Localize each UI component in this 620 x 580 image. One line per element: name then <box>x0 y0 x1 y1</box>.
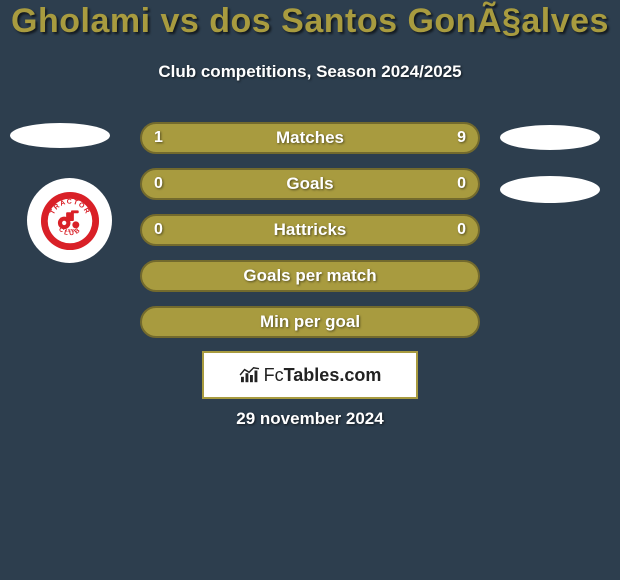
fctables-prefix: Fc <box>264 365 284 385</box>
fctables-chart-icon <box>239 366 261 384</box>
page-title: Gholami vs dos Santos GonÃ§alves <box>0 2 620 41</box>
subtitle: Club competitions, Season 2024/2025 <box>0 62 620 82</box>
stat-label: Goals <box>142 174 478 194</box>
stat-right-value: 0 <box>457 175 466 193</box>
stat-label: Matches <box>142 128 478 148</box>
fctables-text: FcTables.com <box>264 365 382 386</box>
stat-row: 1Matches9 <box>140 122 480 154</box>
stat-right-value: 9 <box>457 129 466 147</box>
club-left-badge: TRACTOR CLUB 1970 <box>27 178 112 263</box>
stat-row: 0Hattricks0 <box>140 214 480 246</box>
stat-label: Goals per match <box>142 266 478 286</box>
stat-label: Hattricks <box>142 220 478 240</box>
comparison-card: Gholami vs dos Santos GonÃ§alves Club co… <box>0 0 620 580</box>
stat-row: Goals per match <box>140 260 480 292</box>
fctables-suffix: Tables.com <box>284 365 382 385</box>
stat-row: Min per goal <box>140 306 480 338</box>
fctables-watermark: FcTables.com <box>202 351 418 399</box>
tractor-club-crest: TRACTOR CLUB 1970 <box>40 191 100 251</box>
club-right-badge <box>500 176 600 203</box>
date-label: 29 november 2024 <box>0 409 620 429</box>
player-right-avatar <box>500 125 600 150</box>
stat-right-value: 0 <box>457 221 466 239</box>
player-left-avatar <box>10 123 110 148</box>
stat-row: 0Goals0 <box>140 168 480 200</box>
stat-label: Min per goal <box>142 312 478 332</box>
